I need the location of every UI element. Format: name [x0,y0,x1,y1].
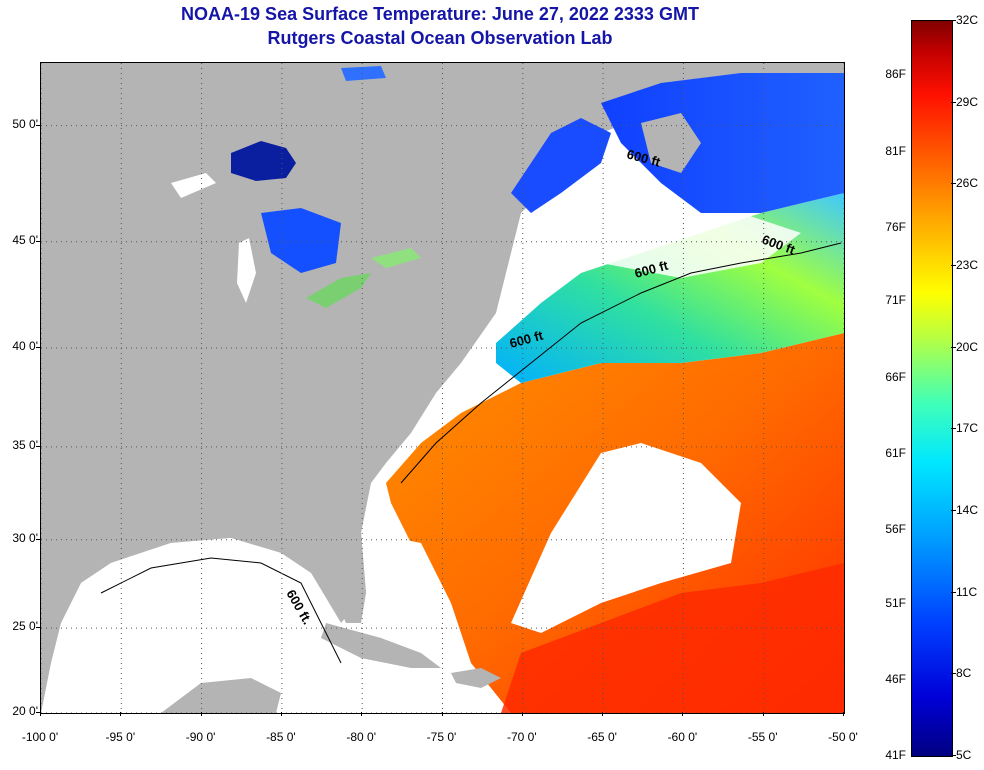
longitude-tick [762,712,764,716]
colorbar-fahrenheit-label: 61F [885,445,906,460]
map-subtitle: Rutgers Coastal Ocean Observation Lab [267,28,613,48]
latitude-tick [36,712,40,713]
longitude-tick [361,712,363,716]
isobath-line [400,242,842,484]
lake-michigan [237,238,256,303]
longitude-tick [280,712,282,716]
colorbar-celsius-label: 8C [956,666,972,681]
latitude-tick [36,124,40,126]
colorbar-fahrenheit-label: 51F [885,595,906,610]
colorbar-celsius-label: 5C [956,748,972,762]
sst-map[interactable]: 600 ft 600 ft 600 ft 600 ft 600 ft. [40,62,845,714]
longitude-label: -75 0' [426,730,457,744]
longitude-label: -85 0' [266,730,296,744]
colorbar-fahrenheit-label: 71F [885,293,906,308]
latitude-tick [36,347,40,349]
colorbar-fahrenheit-label: 56F [885,522,906,537]
temperature-colorbar [911,20,953,757]
latitude-tick [36,240,40,242]
colorbar-celsius-label: 23C [956,258,979,272]
north-america-land [41,63,844,713]
colorbar-celsius-label: 17C [956,421,979,436]
latitude-label: 20 0' [12,704,38,718]
cuba-land [321,623,441,668]
longitude-tick [40,712,41,716]
colorbar-tick [951,755,956,756]
latitude-label: 50 0' [12,116,38,131]
latitude-tick [36,627,40,629]
graticule-grid [41,63,844,713]
colorbar-tick [951,673,956,675]
colorbar-fahrenheit-label: 66F [885,369,906,384]
colorbar-celsius-label: 29C [956,94,979,109]
colorbar-fahrenheit-label: 41F [885,748,906,762]
colorbar-tick [951,591,956,593]
colorbar-fahrenheit-label: 86F [885,67,906,82]
longitude-tick [120,712,122,716]
colorbar-tick [951,183,956,185]
colorbar-tick [951,346,956,348]
longitude-tick [441,712,443,716]
colorbar-tick [951,510,956,511]
latitude-tick [36,538,40,540]
hudson-bay-cold [341,66,386,81]
southern-warm-water [501,563,844,713]
longitude-label: -90 0' [185,730,216,744]
gulf-of-st-lawrence [511,118,611,213]
longitude-tick [521,712,523,716]
colorbar-tick [951,428,956,430]
newfoundland-land [641,113,701,173]
latitude-label: 45 0' [12,232,38,247]
latitude-label: 30 0' [12,530,38,545]
lake-huron [261,208,341,273]
longitude-label: -100 0' [21,730,59,744]
longitude-label: -50 0' [828,730,858,744]
colorbar-celsius-label: 14C [956,503,979,517]
lake-superior [231,141,296,181]
map-title: NOAA-19 Sea Surface Temperature: June 27… [181,4,699,24]
latitude-label: 35 0' [12,437,38,452]
colorbar-tick [951,265,956,266]
colorbar-tick [951,20,956,21]
hispaniola-land [451,668,501,688]
colorbar-celsius-label: 11C [956,584,978,599]
latitude-label: 25 0' [12,619,38,634]
colorbar-celsius-label: 32C [956,13,979,27]
lake-winnipeg [171,173,216,198]
colorbar-celsius-label: 20C [956,339,979,354]
colorbar-fahrenheit-label: 81F [885,143,906,158]
colorbar-fahrenheit-label: 46F [885,671,906,686]
colorbar-fahrenheit-label: 76F [885,219,906,234]
longitude-label: -70 0' [506,730,537,744]
longitude-tick [682,712,684,716]
cloud-cover [511,443,741,633]
latitude-label: 40 0' [12,339,38,354]
longitude-label: -95 0' [105,730,136,744]
florida-land [311,533,366,623]
longitude-tick [843,712,844,716]
yucatan-land [161,678,281,713]
lake-ontario [371,248,421,268]
latitude-tick [36,445,40,447]
lake-erie [306,273,371,308]
colorbar-celsius-label: 26C [956,176,979,191]
longitude-label: -60 0' [667,730,698,744]
longitude-tick [602,712,604,716]
colorbar-tick [951,101,956,103]
isobath-line-gulf [100,557,342,664]
longitude-label: -55 0' [747,730,778,744]
labrador-cold-water [601,73,844,213]
longitude-label: -65 0' [587,730,617,744]
longitude-tick [200,712,202,716]
longitude-label: -80 0' [346,730,377,744]
